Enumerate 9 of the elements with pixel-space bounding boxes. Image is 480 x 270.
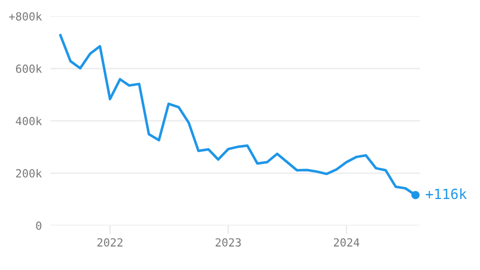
y-tick-label: 200k (16, 168, 42, 178)
y-tick-label: 600k (16, 64, 42, 73)
x-tick-label: 2022 (97, 238, 122, 247)
y-tick-label: 0 (36, 221, 42, 230)
annotation: +116k (426, 188, 467, 200)
y-tick-label: +800k (9, 12, 42, 21)
y-tick-label: 400k (16, 116, 42, 126)
x-tick-label: 2023 (216, 238, 241, 247)
x-tick-label: 2024 (334, 238, 360, 247)
